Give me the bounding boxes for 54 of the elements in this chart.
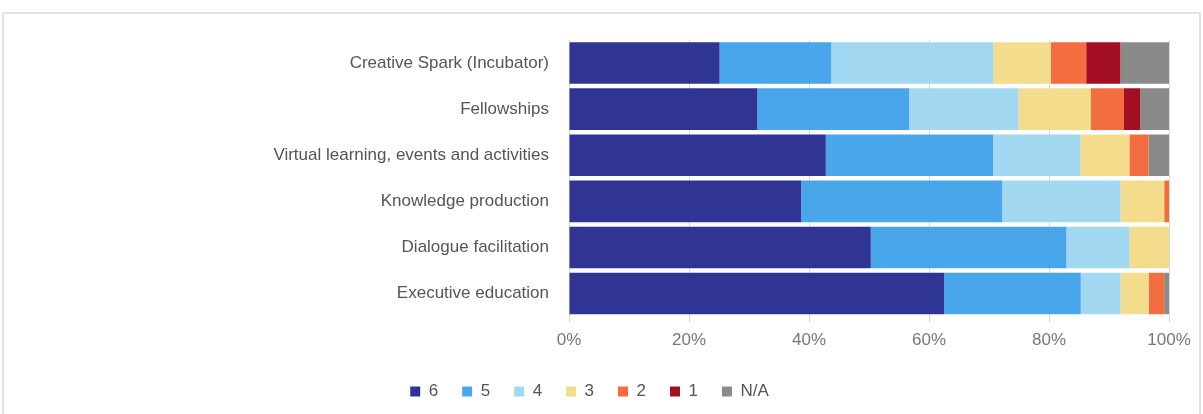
bar: [1164, 272, 1169, 315]
legend-label: 3: [584, 381, 595, 401]
y-tick-label: Creative Spark (Incubator): [349, 52, 549, 72]
bar: [1120, 42, 1169, 84]
bar: [1080, 272, 1121, 315]
bar: [1148, 272, 1165, 315]
bar: [757, 88, 910, 130]
x-tick-label: 60%: [911, 330, 947, 350]
bar: [1080, 134, 1130, 177]
y-tick-label: Virtual learning, events and activities: [273, 144, 549, 164]
bar: [909, 88, 1019, 130]
legend-label: 5: [480, 381, 491, 401]
bar: [1124, 88, 1141, 130]
y-tick-label: Dialogue facilitation: [401, 237, 549, 257]
bar: [569, 272, 944, 315]
bar: [569, 134, 826, 177]
bar: [1129, 226, 1169, 269]
bar: [1120, 272, 1149, 315]
bar: [1164, 180, 1169, 223]
y-tick-label: Knowledge production: [380, 191, 549, 211]
bar: [1148, 134, 1169, 177]
bar: [944, 272, 1081, 315]
bar: [569, 226, 871, 269]
y-tick-label: Fellowships: [460, 98, 549, 118]
bar: [569, 42, 720, 84]
bar: [993, 42, 1051, 84]
x-tick-label: 0%: [556, 330, 582, 350]
x-tick-label: 20%: [671, 330, 707, 350]
bar: [1066, 226, 1130, 269]
legend-label: 2: [636, 381, 646, 401]
y-tick-label: Executive education: [396, 283, 549, 303]
bar: [825, 134, 994, 177]
x-tick-label: 40%: [791, 330, 827, 350]
bar: [1002, 180, 1121, 223]
bar: [1140, 88, 1169, 130]
bar: [831, 42, 994, 84]
bar: [1129, 134, 1149, 177]
bar: [569, 88, 758, 130]
bar: [719, 42, 832, 84]
bar: [870, 226, 1067, 269]
bar: [1091, 88, 1124, 130]
legend-label: 1: [688, 381, 698, 401]
bar: [1050, 42, 1087, 84]
bar: [993, 134, 1081, 177]
legend-label: N/A: [740, 381, 770, 401]
bar: [1086, 42, 1121, 84]
bar: [569, 180, 802, 223]
bar: [801, 180, 1003, 223]
legend-label: 6: [428, 381, 439, 401]
x-tick-label: 80%: [1031, 330, 1067, 350]
bar: [1018, 88, 1091, 130]
x-tick-label: 100%: [1147, 330, 1191, 350]
bar: [1120, 180, 1165, 223]
legend-label: 4: [532, 381, 543, 401]
